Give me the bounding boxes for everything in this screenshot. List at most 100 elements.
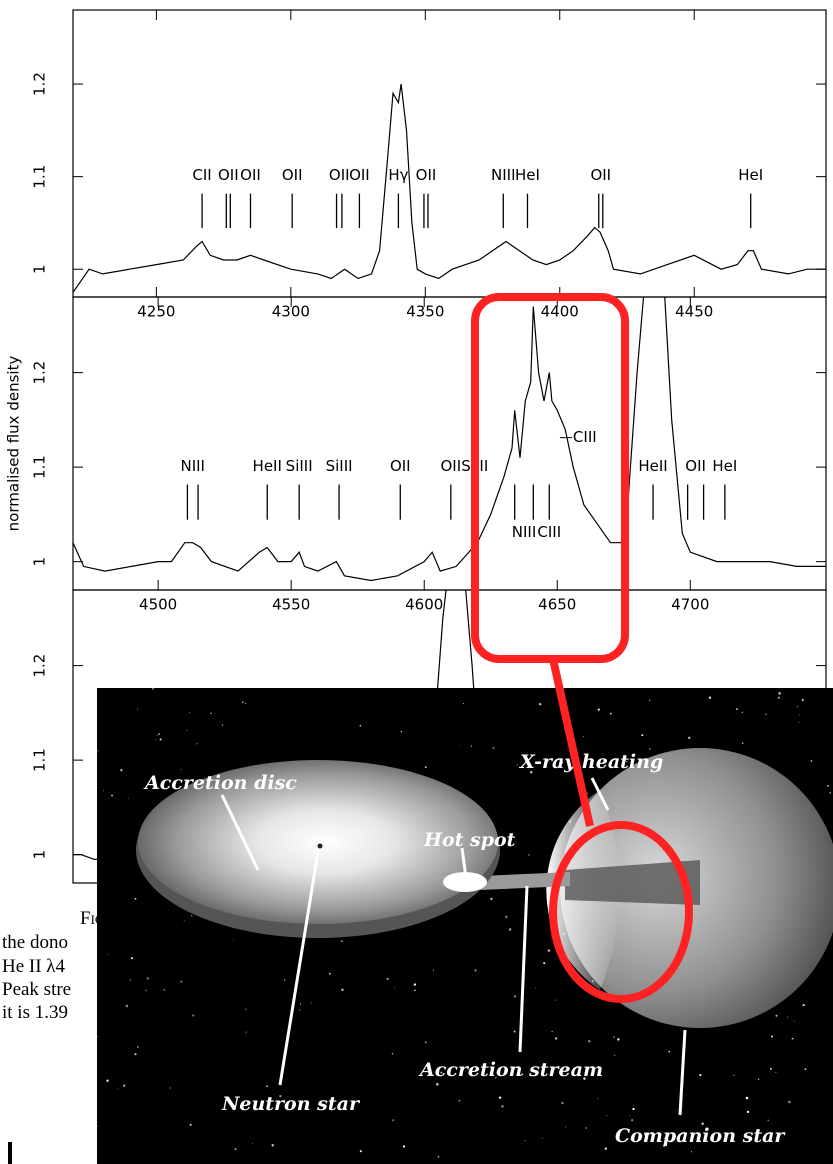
star — [134, 1053, 137, 1056]
leader — [278, 851, 320, 1086]
star — [796, 705, 798, 707]
star — [300, 1003, 302, 1005]
star — [474, 969, 477, 972]
star — [626, 761, 628, 763]
star — [585, 1127, 587, 1129]
star — [156, 735, 158, 736]
star — [97, 1035, 98, 1038]
star — [111, 794, 113, 797]
caption-line: the dono — [2, 932, 68, 953]
plot-area — [73, 84, 826, 293]
star — [298, 1008, 301, 1011]
line-id-label: HeI — [738, 166, 763, 184]
star — [535, 987, 536, 989]
star — [463, 703, 465, 705]
star — [266, 1085, 268, 1087]
leader — [220, 794, 260, 871]
star — [252, 1142, 253, 1144]
star — [530, 771, 533, 774]
star — [551, 1030, 553, 1033]
star — [97, 749, 99, 752]
star — [180, 980, 183, 983]
star — [613, 1054, 616, 1056]
x-tick-label: 4300 — [272, 303, 310, 321]
star — [152, 688, 154, 690]
line-id-label: HeI — [515, 166, 540, 184]
star — [632, 1107, 635, 1111]
star — [107, 954, 109, 955]
highlight-box — [471, 293, 629, 663]
star — [708, 696, 712, 699]
star — [810, 760, 813, 762]
star — [791, 1037, 794, 1040]
y-tick-label: 1 — [31, 557, 49, 567]
star — [565, 1126, 567, 1128]
line-id-label: HeII — [253, 457, 282, 475]
line-id-label: OII — [390, 457, 411, 475]
star — [513, 995, 517, 998]
accretion-disc — [138, 760, 498, 924]
axes-frame — [72, 9, 827, 298]
star — [606, 1114, 608, 1116]
star — [359, 1150, 362, 1153]
star — [788, 1100, 791, 1104]
line-id-label: OII — [240, 166, 261, 184]
star — [460, 745, 462, 747]
highlight-ellipse — [549, 821, 693, 1003]
star — [597, 1098, 599, 1100]
star — [221, 724, 224, 726]
star — [516, 764, 518, 766]
line-id-label: OII — [329, 166, 350, 184]
star — [746, 1110, 750, 1114]
line-id-label: NIII — [491, 166, 516, 184]
star — [242, 701, 244, 703]
star — [633, 1105, 635, 1107]
line-id-label: CII — [192, 166, 211, 184]
line-id-label: CIII — [573, 428, 597, 446]
star — [437, 1156, 440, 1158]
star — [509, 928, 512, 931]
star — [424, 1041, 427, 1044]
illustration-label: Accretion stream — [418, 1059, 603, 1081]
star — [413, 983, 417, 986]
star — [498, 1096, 502, 1099]
line-id-label: NIII — [512, 523, 537, 541]
star — [180, 769, 182, 771]
caption-line: He II λ4 — [2, 956, 66, 977]
star — [440, 1071, 443, 1074]
spectrum — [73, 84, 826, 293]
star — [543, 962, 546, 965]
star — [765, 713, 767, 715]
star — [386, 977, 389, 981]
star — [538, 703, 542, 706]
star — [793, 1020, 795, 1022]
star — [186, 730, 188, 731]
star — [424, 766, 427, 769]
star — [130, 957, 133, 960]
star — [279, 1095, 282, 1098]
star — [829, 791, 832, 794]
highlight — [471, 293, 693, 1003]
star — [391, 1119, 395, 1122]
star — [663, 1137, 666, 1140]
star — [123, 1084, 126, 1087]
star — [513, 1030, 516, 1033]
y-tick-label: 1.2 — [31, 72, 49, 96]
line-id-label: OII — [441, 457, 462, 475]
caption-line: it is 1.39 — [2, 1002, 68, 1023]
star — [668, 1050, 671, 1053]
star — [524, 1140, 526, 1142]
star — [234, 1148, 237, 1151]
star — [787, 1016, 789, 1018]
star — [432, 969, 434, 971]
star — [106, 1079, 109, 1082]
star — [492, 747, 495, 749]
x-tick-label: 4450 — [675, 303, 713, 321]
star — [617, 1038, 620, 1041]
illustration-label: X-ray heating — [519, 751, 663, 773]
neutron-star — [317, 843, 323, 849]
star — [586, 792, 589, 795]
x-tick-label: 4550 — [272, 596, 310, 614]
